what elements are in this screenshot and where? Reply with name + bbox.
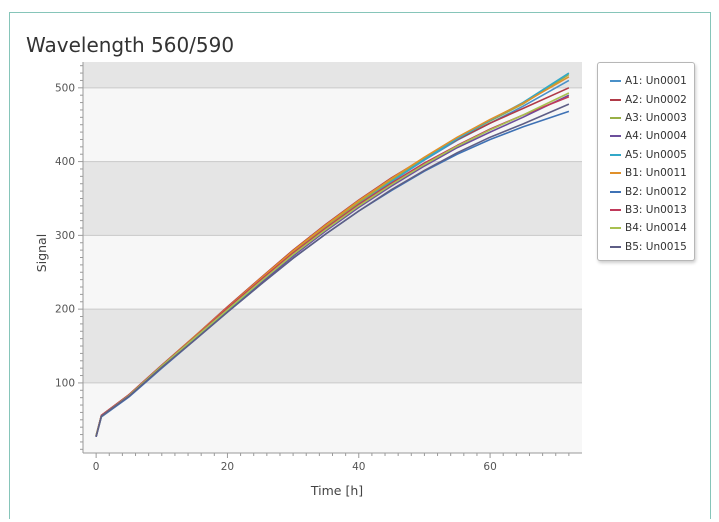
chart-legend: A1: Un0001 A2: Un0002 A3: Un0003 A4: Un0004…: [597, 62, 695, 261]
legend-label: A5: Un0005: [625, 148, 687, 161]
legend-item: B3: Un0013: [610, 201, 694, 219]
y-tick-label: 500: [55, 82, 75, 94]
legend-label: B4: Un0014: [625, 222, 687, 235]
y-axis-label: Signal: [34, 234, 49, 272]
y-tick-label: 200: [55, 304, 75, 316]
x-tick-label: 0: [93, 461, 100, 473]
legend-label: A1: Un0001: [625, 75, 687, 88]
legend-label: B5: Un0015: [625, 240, 687, 253]
legend-swatch: [610, 172, 621, 175]
legend-item: B4: Un0014: [610, 219, 694, 237]
legend-label: B3: Un0013: [625, 203, 687, 216]
legend-swatch: [610, 98, 621, 101]
legend-label: B2: Un0012: [625, 185, 687, 198]
legend-label: B1: Un0011: [625, 167, 687, 180]
grid-band: [83, 309, 582, 383]
legend-label: A4: Un0004: [625, 130, 687, 143]
legend-swatch: [610, 153, 621, 156]
legend-swatch: [610, 190, 621, 193]
x-tick-label: 60: [483, 461, 496, 473]
x-axis-label: Time [h]: [310, 483, 363, 498]
legend-swatch: [610, 116, 621, 119]
legend-item: B1: Un0011: [610, 164, 694, 182]
y-tick-label: 400: [55, 156, 75, 168]
plot-area: [83, 62, 582, 453]
legend-item: B2: Un0012: [610, 182, 694, 200]
chart-title: Wavelength 560/590: [26, 33, 235, 57]
series-line-b5: [95, 103, 570, 437]
legend-swatch: [610, 227, 621, 230]
legend-swatch: [610, 135, 621, 138]
legend-label: A3: Un0003: [625, 111, 687, 124]
legend-item: A2: Un0002: [610, 90, 694, 108]
x-tick-label: 40: [352, 461, 365, 473]
grid-band: [83, 62, 582, 88]
series-line-b4: [95, 92, 570, 437]
legend-item: A3: Un0003: [610, 109, 694, 127]
legend-item: A4: Un0004: [610, 127, 694, 145]
legend-item: A1: Un0001: [610, 72, 694, 90]
legend-item: B5: Un0015: [610, 238, 694, 256]
y-tick-label: 100: [55, 377, 75, 389]
y-tick-label: 300: [55, 230, 75, 242]
legend-swatch: [610, 245, 621, 248]
legend-label: A2: Un0002: [625, 93, 687, 106]
legend-swatch: [610, 208, 621, 211]
legend-item: A5: Un0005: [610, 146, 694, 164]
legend-swatch: [610, 80, 621, 83]
x-tick-label: 20: [221, 461, 234, 473]
